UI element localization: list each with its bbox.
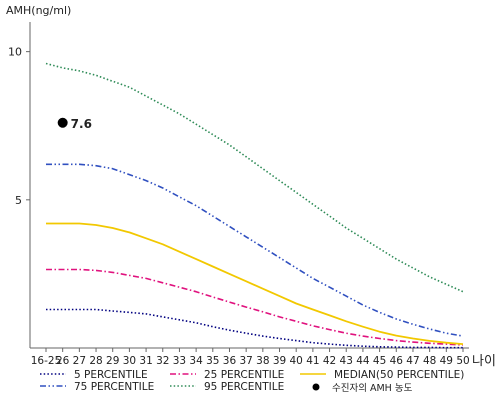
legend-label: MEDIAN(50 PERCENTILE) [334, 369, 464, 381]
series-layer [45, 62, 464, 349]
x-tick-label: 42 [323, 355, 336, 367]
legend: 5 PERCENTILE 25 PERCENTILE MEDIAN(50 PERCE… [40, 369, 464, 394]
x-tick-label: 47 [406, 355, 419, 367]
x-tick-label: 33 [173, 355, 186, 367]
series-line-25-percentile [46, 268, 464, 346]
x-tick-label: 36 [223, 355, 237, 367]
x-tick-label: 30 [123, 355, 136, 367]
patient-amh-point [57, 117, 68, 128]
x-tick-label: 39 [273, 355, 286, 367]
x-tick-label: 44 [356, 355, 370, 367]
x-tick-label: 38 [256, 355, 269, 367]
legend-label: 5 PERCENTILE [74, 369, 148, 381]
legend-label: 25 PERCENTILE [204, 369, 284, 381]
legend-label: 75 PERCENTILE [74, 381, 154, 393]
marker-layer: 7.6 [57, 117, 92, 131]
series-line-5-percentile [46, 308, 463, 349]
series-line-75-percentile [46, 163, 464, 337]
x-tick-label: 16-25 [31, 355, 62, 367]
x-tick-label: 46 [390, 355, 404, 367]
legend-label: 수진자의 AMH 농도 [332, 383, 413, 394]
x-tick-label: 37 [239, 355, 252, 367]
x-tick-label: 40 [290, 355, 303, 367]
x-tick-label: 50 [456, 355, 469, 367]
x-tick-label: 43 [340, 355, 353, 367]
series-line-median-50-percentile- [46, 222, 464, 345]
x-tick-label: 41 [306, 355, 319, 367]
x-tick-label: 27 [73, 355, 86, 367]
x-tick-label: 48 [423, 355, 436, 367]
x-tick-label: 49 [440, 355, 453, 367]
x-tick-label: 35 [206, 355, 219, 367]
x-axis-title: 나이 [472, 354, 496, 369]
y-tick-label: 5 [15, 194, 22, 207]
x-tick-label: 31 [139, 355, 152, 367]
x-tick-label: 45 [373, 355, 386, 367]
legend-marker-swatch [312, 383, 320, 391]
y-tick-label: 10 [8, 46, 22, 59]
patient-amh-label: 7.6 [71, 117, 92, 131]
x-tick-label: 29 [106, 355, 119, 367]
y-axis-title: AMH(ng/ml) [6, 4, 71, 17]
x-tick-label: 34 [189, 355, 203, 367]
x-tick-label: 32 [156, 355, 169, 367]
x-tick-label: 26 [56, 355, 70, 367]
legend-label: 95 PERCENTILE [204, 381, 284, 393]
series-line-95-percentile [45, 62, 464, 293]
x-tick-label: 28 [89, 355, 102, 367]
